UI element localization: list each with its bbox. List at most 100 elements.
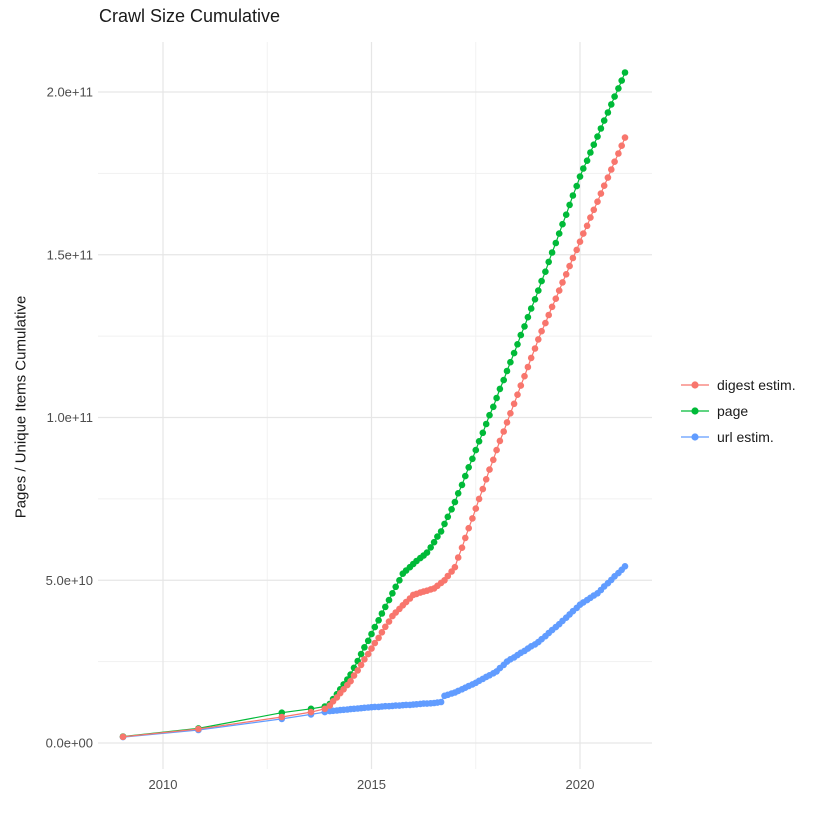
data-point [611,93,618,100]
data-point [361,656,368,663]
legend-key-icon [681,433,709,441]
data-point [462,472,469,480]
data-point [458,544,466,551]
data-point [555,230,563,237]
x-tick-label: 2015 [357,777,386,792]
y-tick-label: 1.5e+11 [47,247,93,262]
data-point [621,69,629,76]
data-point [451,563,459,571]
data-point [437,528,445,535]
data-point [555,287,563,294]
data-point [548,303,556,311]
data-point [587,149,594,156]
data-point [195,725,202,733]
data-point [545,311,552,319]
data-point [573,246,580,254]
data-point [521,372,528,380]
data-point [371,623,379,631]
y-axis-title: Pages / Unique Items Cumulative [12,295,30,519]
data-point [479,485,487,493]
y-tick-label: 0.0e+00 [46,736,93,751]
data-point [510,400,518,408]
data-point [430,538,438,546]
legend-item-url-estim: url estim. [680,429,796,445]
data-point [573,182,580,190]
data-point [559,279,566,286]
legend-item-page: page [680,403,796,419]
data-point [434,533,441,540]
data-point [566,201,573,209]
data-point [482,476,490,483]
data-point [604,174,612,181]
data-point [307,708,315,716]
data-point [535,287,542,294]
data-point [465,524,473,532]
data-point [119,733,127,741]
data-point [350,672,358,679]
data-point [375,617,382,624]
data-point [396,577,403,584]
data-point [615,150,622,157]
data-point [361,644,368,651]
data-point [354,667,362,674]
data-point [375,634,382,642]
data-point [385,596,393,604]
data-point [618,77,625,84]
data-point [535,336,542,343]
data-point [278,713,286,721]
data-point [472,446,480,454]
gridlines-major [98,42,652,769]
data-point [542,268,549,276]
data-point [548,249,556,256]
data-point [527,354,535,362]
data-point [576,238,584,245]
series-line [122,565,626,738]
data-point [510,349,518,357]
data-point [482,420,490,428]
series-page [119,69,629,740]
data-point [423,549,431,556]
data-point [621,134,629,141]
data-point [580,230,587,237]
data-point [364,637,372,645]
data-point [583,157,591,164]
data-point [496,385,504,393]
data-point [562,211,570,218]
data-point [500,428,508,435]
data-point [427,544,435,551]
data-point [493,446,500,454]
data-point [444,572,452,580]
gridlines-minor [98,42,652,769]
data-point [542,319,549,327]
data-point [469,455,476,463]
data-point [479,429,487,437]
data-point [597,125,605,132]
data-point [517,331,525,339]
x-axis-tick-labels: 2010 2015 2020 [149,777,595,792]
data-point [562,271,570,278]
data-point [503,367,511,375]
legend-label: url estim. [717,429,774,445]
data-point [385,618,393,625]
data-point [462,534,469,542]
chart-title: Crawl Size Cumulative [99,6,281,26]
data-point [486,411,493,419]
legend-label: page [717,403,749,419]
data-point [583,222,591,230]
data-point [389,590,396,597]
data-point [590,206,598,214]
y-tick-label: 5.0e+10 [46,573,93,588]
data-point [475,438,483,445]
legend-key-icon [681,407,709,415]
data-point [621,563,629,570]
data-point [437,698,445,706]
data-point [382,623,389,631]
data-point [507,410,514,417]
data-point [608,166,615,173]
data-point [517,382,525,389]
data-point [600,182,608,189]
legend: digest estim. page url estim. [680,377,796,445]
data-point [514,341,521,348]
